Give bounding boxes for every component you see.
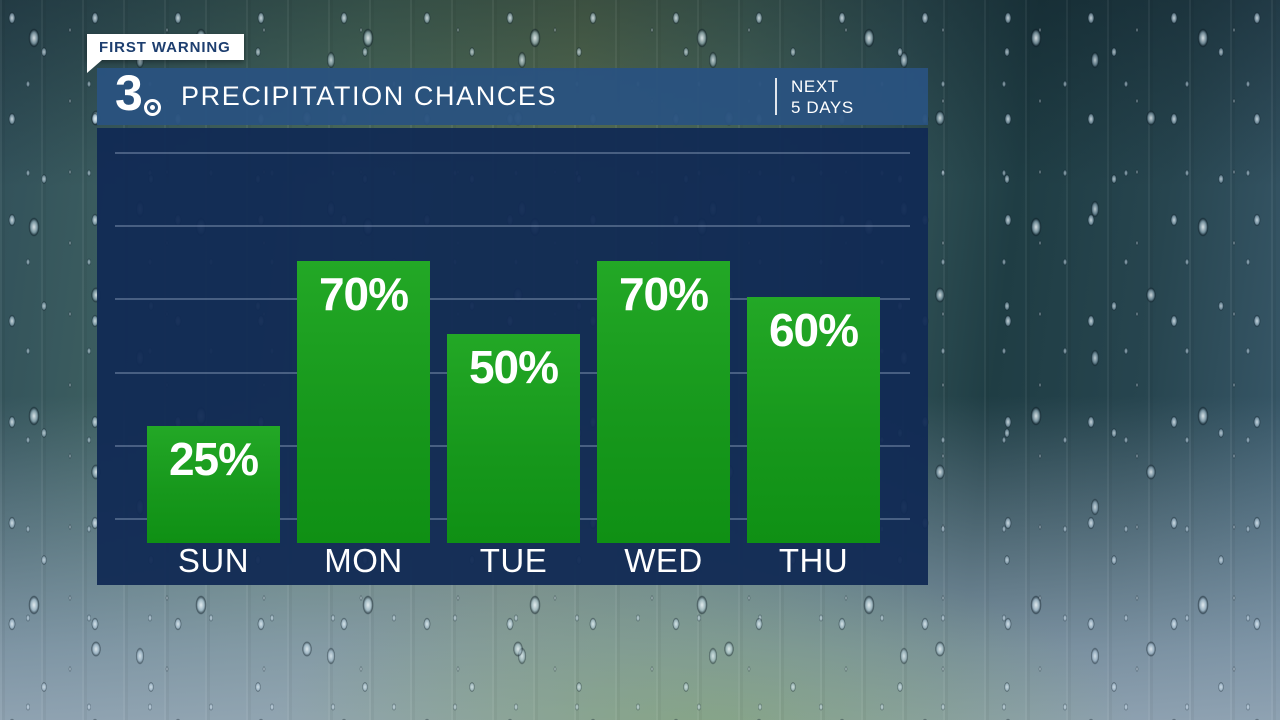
cbs-eye-icon — [144, 99, 161, 116]
bar-value-label: 50% — [468, 341, 559, 393]
gridline — [115, 298, 910, 300]
bar-value-label: 25% — [168, 433, 259, 485]
category-label-wed: WED — [624, 542, 703, 579]
bar-tue: 50% — [447, 334, 580, 543]
gridline — [115, 152, 910, 154]
first-warning-badge: FIRST WARNING — [87, 34, 244, 73]
header-bar: 3 PRECIPITATION CHANCES NEXT 5 DAYS — [97, 65, 928, 125]
header-divider — [775, 78, 777, 115]
gridline — [115, 225, 910, 227]
bar-wed: 70% — [597, 261, 730, 543]
page-title: PRECIPITATION CHANCES — [181, 81, 558, 111]
bar-value-label: 60% — [768, 304, 859, 356]
precipitation-chart-panel: 25% SUN 70% MON 50% TUE 70% WED 60% THU — [97, 128, 928, 585]
category-label-tue: TUE — [479, 542, 548, 579]
cbs-eye-pupil — [150, 105, 155, 110]
category-label-mon: MON — [324, 542, 403, 579]
bar-value-label: 70% — [318, 268, 409, 320]
bar-sun: 25% — [147, 426, 280, 543]
period-line1: NEXT — [791, 77, 839, 96]
channel-3-logo: 3 — [115, 65, 143, 121]
bar-thu: 60% — [747, 297, 880, 543]
bar-value-label: 70% — [618, 268, 709, 320]
bar-mon: 70% — [297, 261, 430, 543]
category-label-thu: THU — [778, 542, 849, 579]
first-warning-badge-label: FIRST WARNING — [99, 38, 231, 56]
category-label-sun: SUN — [177, 542, 250, 579]
period-line2: 5 DAYS — [791, 98, 854, 117]
period-label: NEXT 5 DAYS — [791, 76, 854, 118]
